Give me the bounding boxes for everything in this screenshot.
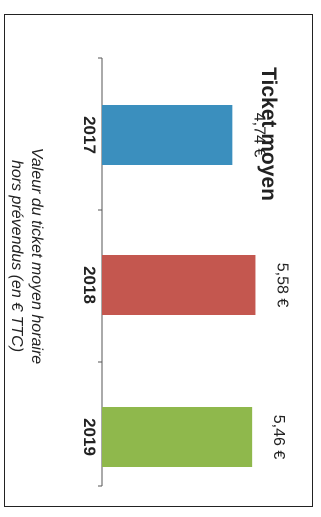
bar-2019	[102, 407, 253, 467]
value-label-2017: 4,74 €	[250, 113, 267, 158]
bar-2018	[102, 255, 256, 315]
chart-title: Ticket moyen	[257, 67, 280, 201]
labels-layer: 2017 4,74 € 2018 5,58 € 2019 5,46 €	[80, 113, 290, 460]
category-label-2019: 2019	[80, 418, 99, 456]
chart-caption-line-1: Valeur du ticket moyen horaire	[28, 148, 45, 365]
category-label-2017: 2017	[80, 116, 99, 154]
category-label-2018: 2018	[80, 266, 99, 304]
value-label-2019: 5,46 €	[270, 415, 287, 460]
chart-caption-line-2: hors prévendus (en € TTC)	[8, 160, 25, 352]
bar-2017	[102, 105, 233, 165]
value-label-2018: 5,58 €	[273, 263, 290, 308]
bars-layer	[102, 105, 256, 467]
